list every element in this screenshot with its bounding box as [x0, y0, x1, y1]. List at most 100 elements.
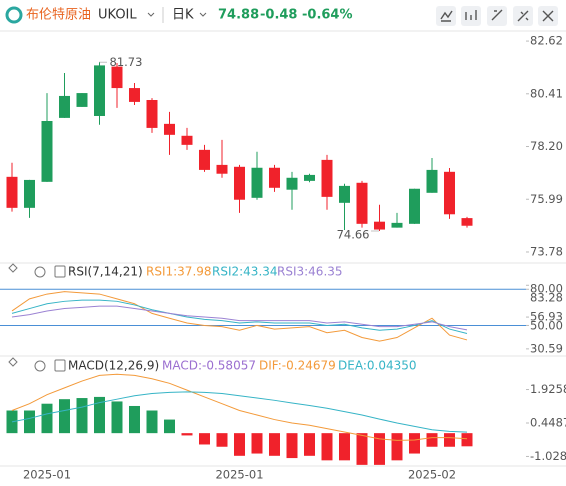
candle-body	[24, 179, 35, 208]
indicator-line	[11, 299, 468, 334]
candle-body	[129, 88, 140, 102]
indicator-line	[11, 373, 468, 441]
histogram-bar	[164, 419, 175, 434]
low-annotation: 74.66	[337, 227, 370, 241]
legend-entry: DEA:0.04350	[338, 359, 417, 373]
candle-body	[461, 218, 473, 226]
candle-body	[111, 66, 123, 89]
candle-body	[409, 188, 420, 224]
candle-body	[426, 169, 438, 193]
y-tick-label: 78.20	[530, 139, 563, 153]
histogram-bar	[251, 433, 263, 454]
histogram-bar	[216, 433, 228, 447]
histogram-bar	[146, 410, 158, 434]
legend-entry: MACD:-0.58057	[162, 359, 256, 373]
histogram-bar	[111, 401, 123, 434]
candle-body	[374, 221, 385, 230]
indicator-line	[11, 391, 468, 433]
histogram-bar	[234, 433, 245, 456]
histogram-bar	[339, 433, 350, 461]
symbol-code[interactable]: UKOIL	[98, 8, 137, 23]
histogram-bar	[461, 433, 473, 447]
caret[interactable]	[199, 12, 207, 17]
candle-body	[286, 177, 298, 190]
candle-body	[94, 65, 105, 116]
close-icon[interactable]	[8, 357, 18, 367]
legend-entry: RSI3:46.35	[277, 265, 343, 279]
close-icon[interactable]	[8, 263, 18, 273]
candle-body	[164, 123, 175, 135]
tool-button[interactable]	[487, 6, 507, 26]
y-tick-label: 80.41	[530, 86, 563, 100]
histogram-bar	[24, 410, 35, 434]
y-tick-label: 73.78	[530, 244, 563, 258]
y-tick-label: 56.93	[530, 310, 563, 324]
y-tick-label: 80.00	[530, 282, 563, 296]
eye-icon[interactable]	[54, 265, 66, 278]
legend-entry: RSI2:43.34	[212, 265, 278, 279]
histogram-bar	[286, 433, 298, 459]
candle-body	[269, 167, 280, 188]
y-tick-label: 83.28	[530, 291, 563, 305]
candle-body	[234, 166, 245, 200]
y-tick-label: 82.62	[530, 34, 563, 48]
candle-body	[76, 93, 88, 107]
indicator-line	[11, 291, 468, 342]
x-tick-label: 2025-01	[215, 468, 263, 482]
symbol-icon	[5, 6, 23, 24]
histogram-bar	[269, 433, 280, 456]
tool-button[interactable]	[436, 6, 456, 26]
candle-body	[444, 171, 455, 215]
candle-body	[251, 167, 263, 198]
x-tick-label: 2025-02	[408, 468, 456, 482]
candle-body	[304, 174, 315, 181]
candle-body	[321, 159, 333, 197]
histogram-bar	[391, 433, 403, 461]
price: 74.88	[218, 8, 259, 23]
histogram-bar	[444, 433, 455, 447]
histogram-bar	[94, 396, 105, 434]
y-tick-label: 0.44876	[530, 415, 566, 429]
y-tick-label: 50.00	[530, 319, 563, 333]
y-tick-label: -1.02834	[530, 449, 566, 463]
indicator-line	[11, 305, 468, 331]
legend-entry: RSI1:37.98	[146, 265, 212, 279]
histogram-bar	[41, 403, 53, 434]
x-tick-label: 2025-01	[23, 468, 71, 482]
high-annotation: 81.73	[110, 55, 143, 69]
panel-title: RSI(7,14,21)	[68, 265, 143, 279]
candle-body	[146, 99, 158, 128]
eye-icon[interactable]	[54, 359, 66, 372]
candle-body	[6, 176, 18, 208]
y-tick-label: 1.92586	[530, 382, 566, 396]
panel-title: MACD(12,26,9)	[68, 359, 159, 373]
histogram-bar	[304, 433, 315, 456]
histogram-bar	[426, 433, 438, 447]
candle-body	[59, 95, 70, 118]
histogram-bar	[76, 398, 88, 434]
histogram-bar	[409, 433, 420, 454]
rsi-icons	[8, 263, 66, 278]
candle-body	[216, 164, 228, 174]
histogram-bar	[374, 433, 385, 465]
y-tick-label: 30.59	[530, 341, 563, 355]
histogram-bar	[129, 405, 140, 434]
period[interactable]: 日K	[172, 8, 194, 23]
toolbar	[436, 6, 558, 26]
y-tick-label: 75.99	[530, 192, 563, 206]
tool-icons	[440, 9, 554, 22]
candle-body	[356, 182, 368, 224]
candle-body	[339, 185, 350, 203]
histogram-bar	[199, 433, 210, 445]
change: -0.48	[260, 8, 297, 23]
legend-entry: DIF:-0.24679	[259, 359, 336, 373]
histogram-bar	[356, 433, 368, 465]
candle-body	[391, 222, 403, 228]
settings-icon[interactable]	[34, 360, 46, 372]
histogram-bar	[59, 399, 70, 434]
caret[interactable]	[147, 12, 155, 17]
candle-body	[41, 120, 53, 182]
settings-icon[interactable]	[34, 266, 46, 278]
histogram-bar	[321, 433, 333, 461]
